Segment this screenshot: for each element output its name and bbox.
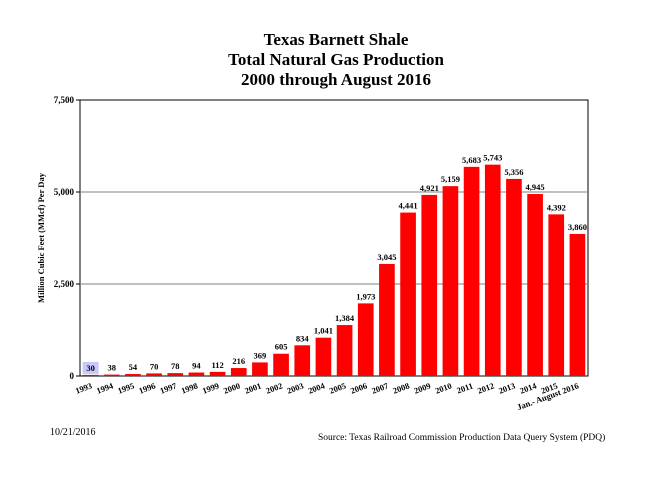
bar [315,337,332,376]
bar [336,325,353,376]
bar [548,214,565,376]
x-tick-label: 2000 [222,380,241,395]
bar [400,212,416,376]
x-tick-label: 2005 [328,380,347,395]
bar [379,263,395,376]
bar [167,373,184,376]
bar [294,345,311,376]
x-tick-label: 1993 [74,380,93,395]
y-axis-label: Million Cubic Feet (MMcf) Per Day [36,172,46,303]
x-tick-label: 1998 [180,380,199,395]
bar-value-label: 5,683 [462,155,481,165]
bar-value-label: 1,973 [356,291,375,301]
bar [463,166,480,376]
y-tick-label: 7,500 [54,95,75,105]
chart-title-line-2: Total Natural Gas Production [228,50,444,69]
x-tick-label: 1999 [201,380,220,395]
x-tick-label: 2008 [391,380,410,395]
x-tick-label: 2003 [286,380,305,395]
x-tick-label: 1994 [95,380,115,395]
bar [252,362,268,376]
bar [569,233,586,376]
bar [442,186,459,376]
bar-value-label: 70 [150,361,159,371]
bar-value-label: 112 [211,360,223,370]
x-tick-label: 1995 [116,380,135,395]
bar-value-label: 369 [254,350,267,360]
bar-value-label: 216 [232,356,245,366]
source-note: Source: Texas Railroad Commission Produc… [318,433,606,443]
bar-value-label: 78 [171,361,180,371]
x-tick-label: 2007 [370,380,390,395]
value-label-highlight [82,361,99,374]
bar [188,372,205,376]
x-tick-label: 1997 [159,380,179,395]
bar [527,194,543,376]
bar [82,374,99,376]
x-tick-label: 2012 [476,380,495,395]
bar [103,374,120,376]
x-tick-label: 2004 [307,380,327,395]
x-tick-label: 2001 [243,380,262,395]
x-tick-label: 2013 [497,380,516,395]
x-tick-label: 1996 [137,380,156,395]
bar-value-label: 4,921 [420,183,439,193]
x-tick-label: 2014 [518,380,538,395]
bar [357,303,374,376]
chart-title-line-3: 2000 through August 2016 [240,70,432,89]
bar-value-label: 94 [192,361,201,371]
bar [273,353,289,376]
chart-title: Texas Barnett Shale Total Natural Gas Pr… [0,30,672,90]
bar-value-label: 1,384 [335,313,355,323]
bar-value-label: 5,159 [441,174,460,184]
x-tick-label: 2002 [264,380,283,395]
bar-value-label: 4,441 [399,201,418,211]
bar [146,373,162,376]
chart-title-line-1: Texas Barnett Shale [263,30,409,49]
bar-value-label: 38 [108,363,117,373]
bar-value-label: 5,356 [504,167,523,177]
bar-value-label: 54 [129,362,138,372]
bar-value-label: 834 [296,333,310,343]
date-stamp: 10/21/2016 [50,427,96,438]
bar-value-label: 4,945 [526,182,545,192]
y-tick-label: 2,500 [54,279,75,289]
bar-value-label: 605 [275,342,288,352]
y-tick-label: 5,000 [54,187,75,197]
bar-value-label: 3,045 [377,252,396,262]
bar [506,178,522,376]
bar [230,368,247,376]
bar [421,194,438,376]
bar [125,374,141,376]
x-tick-label: 2006 [349,380,368,395]
bar-value-label: 1,041 [314,326,333,336]
x-tick-label: 2011 [455,380,474,395]
bar-value-label: 30 [86,363,95,373]
bar-value-label: 4,392 [547,202,566,212]
bar-value-label: 5,743 [483,153,502,163]
plot-frame [79,99,589,377]
bar [484,164,501,376]
bar [209,371,226,376]
y-tick-label: 0 [70,371,75,381]
x-tick-label: 2010 [434,380,453,395]
bar-value-label: 3,860 [568,222,587,232]
x-tick-label: 2009 [413,380,432,395]
